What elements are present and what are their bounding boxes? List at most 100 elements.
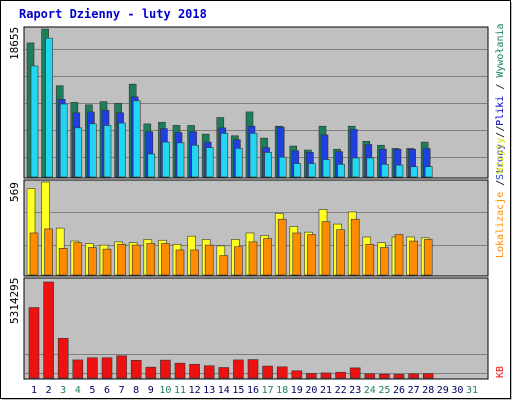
y-label-bottom: 5314295 <box>8 278 21 324</box>
legend-kb: KB <box>495 366 506 378</box>
bar-pliki <box>220 133 229 178</box>
bar-lokalizacje <box>423 239 433 276</box>
x-axis-labels: 1 2 3 4 5 6 7 8 9 10 11 12 13 14 15 16 17 18 19 20 21 22 23 24 2… <box>31 385 478 396</box>
legend-pliki: Pliki <box>495 96 506 126</box>
bar-lokalizacje <box>234 246 243 276</box>
legend-sep-2: / <box>495 78 506 96</box>
x-tick-label: 10 <box>159 385 171 396</box>
bar-kb <box>379 373 390 379</box>
x-tick-label: 6 <box>104 385 110 396</box>
x-tick-label: 14 <box>218 385 230 396</box>
bar-pliki <box>381 164 389 178</box>
bar-lokalizacje <box>394 234 404 276</box>
y-label-middle: 569 <box>8 182 21 202</box>
bar-pliki <box>293 163 302 178</box>
bar-lokalizacje <box>44 228 53 276</box>
bar-lokalizacje <box>409 240 418 276</box>
bar-lokalizacje <box>219 255 229 276</box>
bars-top-panel <box>26 28 433 178</box>
bar-kb <box>422 373 434 379</box>
bar-kb <box>160 359 171 379</box>
bar-kb <box>130 359 142 379</box>
bar-kb <box>364 373 376 379</box>
bar-kb <box>218 367 230 379</box>
x-tick-label: 24 <box>364 385 376 396</box>
legend-sep-1: / <box>495 126 506 144</box>
bar-lokalizacje <box>58 248 68 276</box>
x-tick-label: 3 <box>60 385 66 396</box>
bar-kb <box>189 363 200 379</box>
bar-pliki <box>118 122 126 178</box>
legend-strony: Strony <box>495 144 506 180</box>
bar-lokalizacje <box>190 249 199 276</box>
bar-lokalizacje <box>131 244 141 276</box>
bar-pliki <box>366 157 375 178</box>
bar-kb <box>57 337 69 379</box>
bar-pliki <box>278 156 287 178</box>
bar-kb <box>28 307 40 379</box>
bar-pliki <box>191 144 199 178</box>
bar-kb <box>116 355 127 379</box>
bar-kb <box>306 373 317 379</box>
bar-lokalizacje <box>29 232 39 276</box>
x-tick-label: 28 <box>422 385 434 396</box>
bar-kb <box>43 281 54 379</box>
bar-pliki <box>424 166 433 178</box>
x-tick-label: 20 <box>305 385 317 396</box>
x-tick-label: 12 <box>189 385 201 396</box>
x-tick-label: 7 <box>119 385 125 396</box>
bar-pliki <box>147 153 156 178</box>
x-tick-label: 27 <box>408 385 420 396</box>
bar-pliki <box>103 125 112 178</box>
bar-kb <box>72 359 84 379</box>
legend-top: Strony / Pliki / Wywołania <box>495 23 506 180</box>
bar-kb <box>262 365 273 379</box>
legend-lokalizacje: Lokalizacje <box>495 192 506 258</box>
bar-pliki <box>395 164 404 178</box>
bar-pliki <box>45 37 53 178</box>
x-tick-label: 26 <box>393 385 405 396</box>
bar-kb <box>320 372 332 379</box>
x-tick-label: 16 <box>247 385 259 396</box>
bar-kb <box>408 373 419 379</box>
x-tick-label: 21 <box>320 385 332 396</box>
bar-lokalizacje <box>175 249 185 276</box>
bar-pliki <box>132 100 141 178</box>
x-tick-label: 4 <box>75 385 81 396</box>
x-tick-label: 17 <box>262 385 274 396</box>
bar-lokalizacje <box>365 243 375 276</box>
x-tick-label: 25 <box>378 385 390 396</box>
x-tick-label: 18 <box>276 385 288 396</box>
bar-lokalizacje <box>73 242 83 276</box>
x-tick-label: 15 <box>232 385 244 396</box>
bar-lokalizacje <box>161 243 170 276</box>
y-label-top: 18655 <box>8 27 21 60</box>
bar-lokalizacje <box>336 229 345 276</box>
bar-pliki <box>249 133 258 178</box>
x-tick-label: 2 <box>46 385 52 396</box>
legend-middle: Lokalizacje / Wizyty / <box>495 126 506 258</box>
x-tick-label: 19 <box>291 385 303 396</box>
bar-pliki <box>176 142 185 178</box>
bar-lokalizacje <box>88 247 97 276</box>
x-tick-label: 1 <box>31 385 37 396</box>
bar-lokalizacje <box>277 218 287 276</box>
bar-pliki <box>89 123 97 178</box>
x-tick-label: 29 <box>437 385 449 396</box>
bar-kb <box>291 370 303 379</box>
chart-title: Raport Dzienny - luty 2018 <box>19 7 207 21</box>
bars-middle-panel <box>26 181 433 276</box>
legend-wizyty: Wizyty <box>495 138 506 174</box>
bar-pliki <box>351 157 360 178</box>
bar-kb <box>101 357 113 379</box>
x-tick-label: 11 <box>174 385 186 396</box>
bar-kb <box>145 366 157 379</box>
bar-kb <box>233 359 244 379</box>
x-tick-label: 23 <box>349 385 361 396</box>
x-tick-label: 8 <box>133 385 139 396</box>
bars-bottom-panel <box>28 281 434 379</box>
x-tick-label: 5 <box>89 385 95 396</box>
bar-pliki <box>205 147 214 178</box>
bar-pliki <box>264 152 272 178</box>
